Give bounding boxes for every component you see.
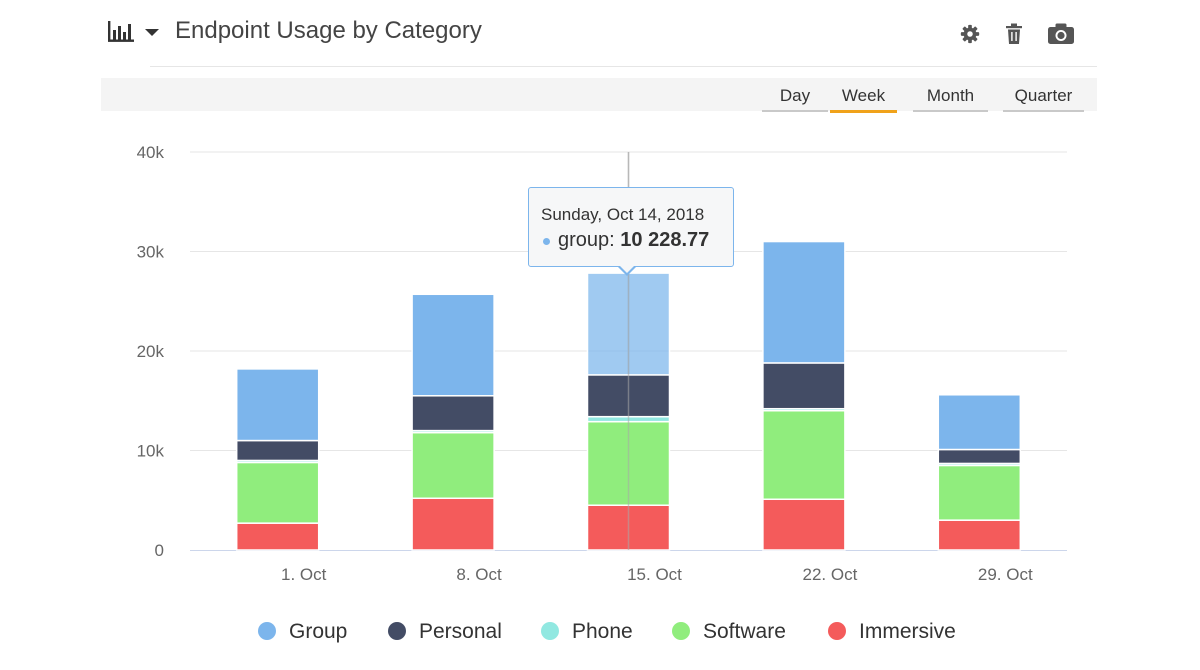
y-tick-label: 40k	[137, 143, 165, 162]
y-tick-label: 10k	[137, 442, 165, 461]
caret-down-icon[interactable]	[145, 29, 159, 36]
legend-dot-group	[258, 622, 276, 640]
bar-chart-icon[interactable]	[108, 21, 134, 43]
range-button-month[interactable]: Month	[913, 86, 988, 112]
tooltip-series-dot	[543, 238, 550, 245]
bar-personal	[762, 362, 846, 410]
range-button-week[interactable]: Week	[830, 86, 897, 113]
range-selector: Day Week Month Quarter	[101, 78, 1097, 113]
camera-icon[interactable]	[1047, 22, 1075, 46]
range-button-quarter[interactable]: Quarter	[1003, 86, 1084, 112]
tooltip-arrow-inner	[619, 265, 635, 273]
chart-title: Endpoint Usage by Category	[175, 17, 482, 44]
bar-personal	[235, 439, 320, 462]
bar-immersive	[235, 522, 320, 551]
bar-immersive	[937, 519, 1022, 551]
bar-software	[235, 461, 320, 524]
bar-personal	[937, 448, 1022, 465]
tooltip-series-line: group: 10 228.77	[558, 229, 709, 252]
bar-immersive	[411, 497, 495, 551]
legend-label-software: Software	[703, 620, 786, 643]
legend-label-personal: Personal	[419, 620, 502, 643]
trash-icon[interactable]	[1004, 22, 1024, 46]
chart-tooltip: Sunday, Oct 14, 2018 group: 10 228.77	[528, 187, 734, 267]
chart-legend: Group Personal Phone Software Immersive	[0, 615, 1200, 649]
x-tick-label: 8. Oct	[456, 565, 502, 584]
tooltip-date: Sunday, Oct 14, 2018	[541, 205, 705, 224]
legend-label-group: Group	[289, 620, 348, 643]
bar-group	[937, 394, 1022, 451]
bar-group	[762, 240, 846, 364]
bar-software	[411, 431, 495, 500]
legend-dot-immersive	[828, 622, 846, 640]
x-tick-label: 22. Oct	[802, 565, 857, 584]
legend-label-phone: Phone	[572, 620, 633, 643]
legend-dot-software	[672, 622, 690, 640]
bar-group	[411, 293, 495, 397]
tooltip-series-name: group	[558, 229, 610, 251]
bar-group	[235, 368, 320, 442]
y-tick-label: 0	[155, 541, 164, 560]
bar-software	[937, 464, 1022, 521]
legend-label-immersive: Immersive	[859, 620, 956, 643]
gear-icon[interactable]	[959, 22, 981, 46]
legend-dot-personal	[388, 622, 406, 640]
x-tick-label: 29. Oct	[978, 565, 1033, 584]
tooltip-separator: :	[609, 229, 621, 251]
tooltip-value: 10 228.77	[620, 229, 710, 251]
header-divider	[150, 66, 1097, 67]
x-tick-label: 1. Oct	[281, 565, 327, 584]
range-button-day[interactable]: Day	[762, 86, 828, 112]
y-tick-label: 30k	[137, 243, 165, 262]
stacked-bar-chart: 0 10k 20k 30k 40k 1. Oct 8. Oct 15. Oct 22. Oct 2…	[137, 143, 1067, 584]
x-tick-label: 15. Oct	[627, 565, 682, 584]
legend-dot-phone	[541, 622, 559, 640]
bar-immersive	[762, 498, 846, 551]
bar-personal	[411, 395, 495, 432]
bar-software	[762, 409, 846, 501]
chart-header: Endpoint Usage by Category	[0, 0, 1200, 66]
y-tick-label: 20k	[137, 342, 165, 361]
